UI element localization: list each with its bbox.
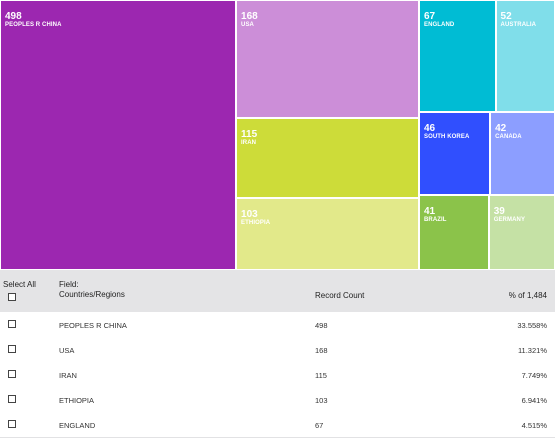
row-count: 103: [315, 396, 328, 405]
row-checkbox[interactable]: [8, 345, 16, 353]
tile-count: 41: [423, 205, 436, 217]
row-percent: 6.941%: [521, 396, 547, 405]
treemap-tile-iran[interactable]: 115 IRAN: [237, 118, 418, 197]
table-row[interactable]: ETHIOPIA 103 6.941%: [0, 387, 555, 413]
select-all-checkbox[interactable]: [8, 293, 16, 301]
tile-label: ENGLAND: [423, 22, 455, 28]
row-country: PEOPLES R CHINA: [59, 321, 127, 330]
treemap-tile-usa[interactable]: 168 USA: [237, 1, 418, 117]
tile-label: PEOPLES R CHINA: [5, 22, 62, 28]
tile-count: 39: [493, 205, 505, 217]
field-name: Countries/Regions: [59, 290, 125, 299]
row-country: ETHIOPIA: [59, 396, 95, 405]
tile-count: 103: [241, 208, 258, 220]
row-count: 115: [315, 371, 327, 380]
row-checkbox[interactable]: [8, 395, 16, 403]
table-header: Select All Field: Countries/Regions Reco…: [0, 270, 555, 312]
treemap-chart: 498 PEOPLES R CHINA 168 USA 115 IRAN 103 ETHIOP…: [0, 0, 555, 270]
table-row[interactable]: USA 168 11.321%: [0, 337, 555, 363]
row-percent: 33.558%: [517, 321, 547, 330]
tile-label: CANADA: [495, 133, 522, 140]
record-count-header: Record Count: [315, 291, 365, 300]
results-table: Select All Field: Countries/Regions Reco…: [0, 270, 555, 438]
treemap-tile-germany[interactable]: 39 GERMANY: [489, 195, 554, 269]
treemap-tile-england[interactable]: 67 ENGLAND: [419, 1, 495, 111]
tile-count: 67: [423, 11, 436, 22]
tile-label: AUSTRALIA: [500, 22, 537, 28]
tile-label: IRAN: [241, 139, 257, 146]
tile-label: ETHIOPIA: [241, 219, 271, 226]
tile-label: USA: [241, 22, 254, 28]
tile-count: 115: [241, 128, 258, 140]
row-count: 168: [315, 346, 328, 355]
row-percent: 11.321%: [517, 346, 547, 355]
row-checkbox[interactable]: [8, 420, 16, 428]
tile-count: 168: [241, 11, 258, 22]
row-country: IRAN: [59, 371, 77, 380]
treemap-tile-brazil[interactable]: 41 BRAZIL: [419, 195, 488, 269]
row-percent: 7.749%: [521, 371, 547, 380]
row-count: 67: [315, 421, 324, 430]
tile-count: 498: [5, 11, 22, 22]
row-checkbox[interactable]: [8, 370, 16, 378]
table-row[interactable]: PEOPLES R CHINA 498 33.558%: [0, 312, 555, 338]
tile-count: 42: [495, 122, 507, 134]
treemap-tile-south-korea[interactable]: 46 SOUTH KOREA: [419, 112, 490, 194]
tile-label: GERMANY: [493, 216, 526, 223]
tile-label: BRAZIL: [423, 216, 447, 223]
tile-count: 46: [423, 122, 436, 134]
treemap-tile-peoples-r-china[interactable]: 498 PEOPLES R CHINA: [1, 1, 236, 269]
row-checkbox[interactable]: [8, 320, 16, 328]
treemap-tile-ethiopia[interactable]: 103 ETHIOPIA: [237, 198, 418, 269]
percent-header: % of 1,484: [508, 291, 547, 300]
table-row[interactable]: IRAN 115 7.749%: [0, 362, 555, 388]
treemap-tile-australia[interactable]: 52 AUSTRALIA: [496, 1, 554, 111]
select-all-label: Select All: [3, 280, 36, 289]
row-country: USA: [59, 346, 75, 355]
tile-label: SOUTH KOREA: [423, 133, 470, 140]
field-label: Field:: [59, 280, 79, 289]
table-row[interactable]: ENGLAND 67 4.515%: [0, 412, 555, 438]
treemap-tile-canada[interactable]: 42 CANADA: [491, 112, 554, 194]
row-percent: 4.515%: [521, 421, 547, 430]
row-country: ENGLAND: [59, 421, 96, 430]
tile-count: 52: [500, 11, 512, 22]
row-count: 498: [315, 321, 328, 330]
